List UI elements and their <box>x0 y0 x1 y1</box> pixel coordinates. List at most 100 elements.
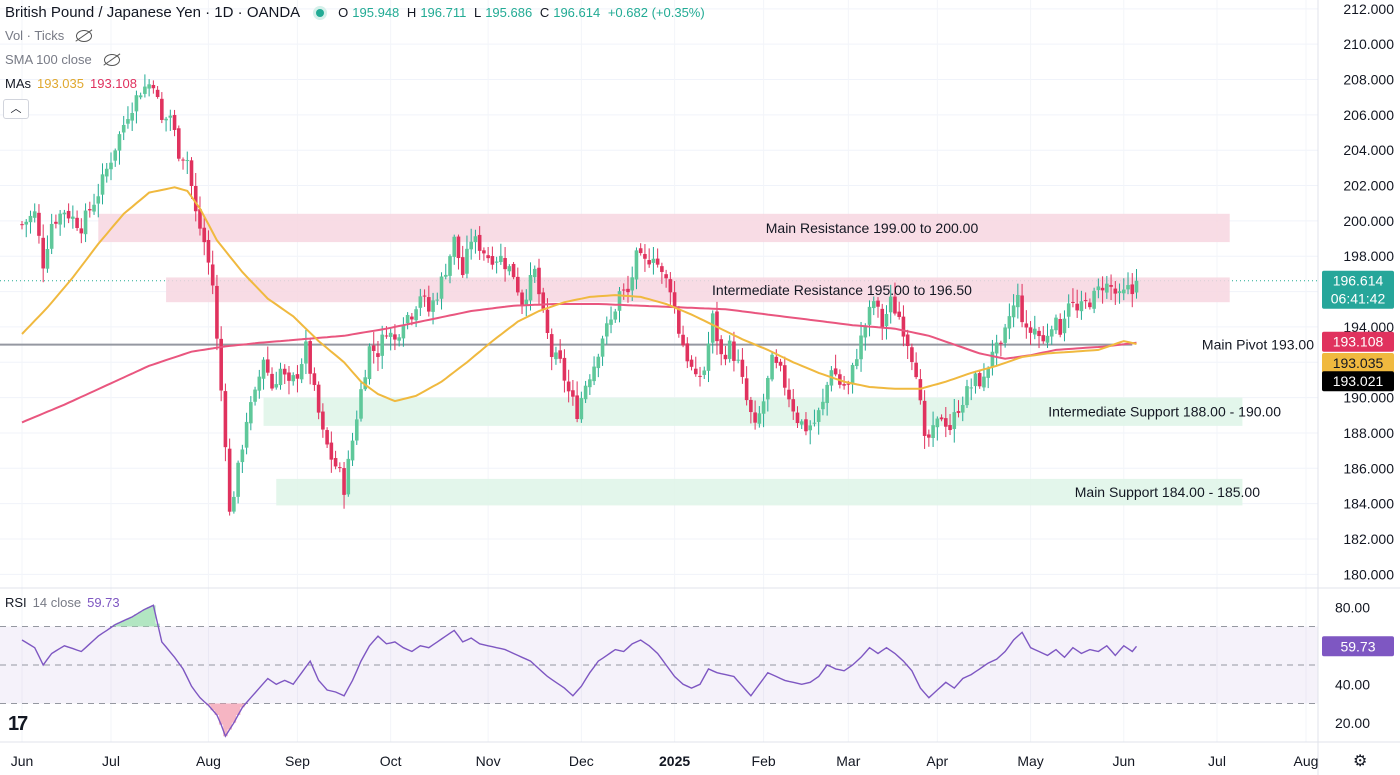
candle-body <box>1066 303 1071 317</box>
candle-body <box>359 389 363 419</box>
candle-body <box>24 221 29 225</box>
candle-body <box>732 341 736 361</box>
candle-body <box>405 314 410 324</box>
candle-body <box>825 384 829 404</box>
candle-body <box>439 276 444 299</box>
candle-body <box>418 296 423 308</box>
rsi-label[interactable]: RSI <box>5 595 27 610</box>
candle-body <box>45 249 50 269</box>
ma-slow-tag-bg <box>1322 331 1394 352</box>
candle-body <box>1109 285 1113 287</box>
gear-icon[interactable]: ⚙ <box>1353 753 1368 770</box>
candle-body <box>189 160 194 186</box>
candle-body <box>168 115 173 118</box>
candles-layer <box>20 74 1139 516</box>
candle-body <box>516 276 520 293</box>
candle-body <box>363 377 368 390</box>
candle-body <box>1049 329 1054 337</box>
hidden-eye-icon[interactable] <box>103 53 120 66</box>
rsi-legend[interactable]: RSI 14 close 59.73 <box>5 595 120 610</box>
candle-body <box>1105 283 1109 293</box>
price-tick-label: 206.000 <box>1343 107 1394 123</box>
collapse-legend-button[interactable]: ︿ <box>3 99 29 119</box>
candle-body <box>223 391 228 448</box>
ma-slow-value: 193.108 <box>90 76 137 91</box>
rsi-tick-label: 20.00 <box>1335 715 1370 731</box>
candle-body <box>558 350 562 359</box>
candle-body <box>566 381 571 392</box>
candle-body <box>104 168 109 177</box>
candle-body <box>905 334 910 347</box>
moving-averages <box>21 186 1137 424</box>
candle-body <box>37 212 41 236</box>
candle-body <box>134 95 139 112</box>
hidden-eye-icon[interactable] <box>76 29 93 42</box>
rsi-value: 59.73 <box>87 595 120 610</box>
symbol-title[interactable]: British Pound / Japanese Yen · 1D · OAND… <box>5 4 301 21</box>
price-tick-label: 194.000 <box>1343 319 1394 335</box>
candle-body <box>630 277 635 291</box>
candle-body <box>795 412 800 424</box>
candle-body <box>346 458 351 495</box>
vol-label[interactable]: Vol · Ticks <box>5 28 65 43</box>
candle-body <box>990 351 995 367</box>
candle-body <box>1058 319 1063 335</box>
candle-body <box>193 185 198 212</box>
candle-body <box>227 448 232 512</box>
countdown-tag: 06:41:42 <box>1331 291 1386 307</box>
candle-body <box>647 260 651 265</box>
candle-body <box>986 368 990 378</box>
candle-body <box>736 359 740 361</box>
candle-body <box>32 211 37 218</box>
candle-body <box>431 300 435 312</box>
candle-body <box>1113 288 1118 294</box>
candle-body <box>969 387 974 389</box>
tradingview-logo-icon[interactable]: 17 <box>8 713 28 735</box>
candle-body <box>443 274 448 277</box>
candle-body <box>380 334 384 356</box>
candle-body <box>952 412 957 429</box>
candle-body <box>944 418 948 427</box>
candle-body <box>871 301 876 309</box>
candle-body <box>367 346 372 380</box>
candle-body <box>685 343 690 362</box>
candle-body <box>503 258 507 270</box>
candle-body <box>316 384 321 413</box>
candle-body <box>265 359 270 373</box>
zone-label: Main Resistance 199.00 to 200.00 <box>766 220 979 236</box>
candle-body <box>588 379 592 388</box>
rsi-tick-label: 40.00 <box>1335 676 1370 692</box>
symbol-legend[interactable]: British Pound / Japanese Yen · 1D · OAND… <box>5 4 709 21</box>
mas-label[interactable]: MAs <box>5 76 31 91</box>
mas-legend[interactable]: MAs 193.035 193.108 <box>5 76 137 91</box>
candle-body <box>863 326 868 338</box>
sma-label[interactable]: SMA 100 close <box>5 52 92 67</box>
candle-body <box>702 370 707 375</box>
sma-legend[interactable]: SMA 100 close <box>5 52 120 67</box>
time-tick-label: May <box>1017 753 1043 769</box>
candle-body <box>62 212 67 215</box>
candle-body <box>982 376 986 388</box>
candle-body <box>291 375 296 382</box>
candle-body <box>236 462 240 497</box>
candle-body <box>914 362 918 378</box>
candle-body <box>342 468 346 495</box>
candle-body <box>308 341 312 374</box>
candle-body <box>244 421 249 448</box>
candle-body <box>846 383 851 385</box>
candle-body <box>1121 289 1126 294</box>
candle-body <box>698 375 702 377</box>
candle-body <box>706 343 711 371</box>
candle-body <box>473 236 478 243</box>
price-tick-label: 184.000 <box>1343 496 1394 512</box>
candle-body <box>994 342 999 354</box>
rsi-pane[interactable] <box>0 604 1318 738</box>
vol-legend[interactable]: Vol · Ticks <box>5 28 93 43</box>
candle-body <box>1020 295 1024 323</box>
zone-label: Intermediate Support 188.00 - 190.00 <box>1048 404 1281 420</box>
time-tick-label: Sep <box>285 753 310 769</box>
candle-body <box>257 376 262 391</box>
candle-body <box>1037 330 1041 337</box>
candle-body <box>575 395 579 420</box>
